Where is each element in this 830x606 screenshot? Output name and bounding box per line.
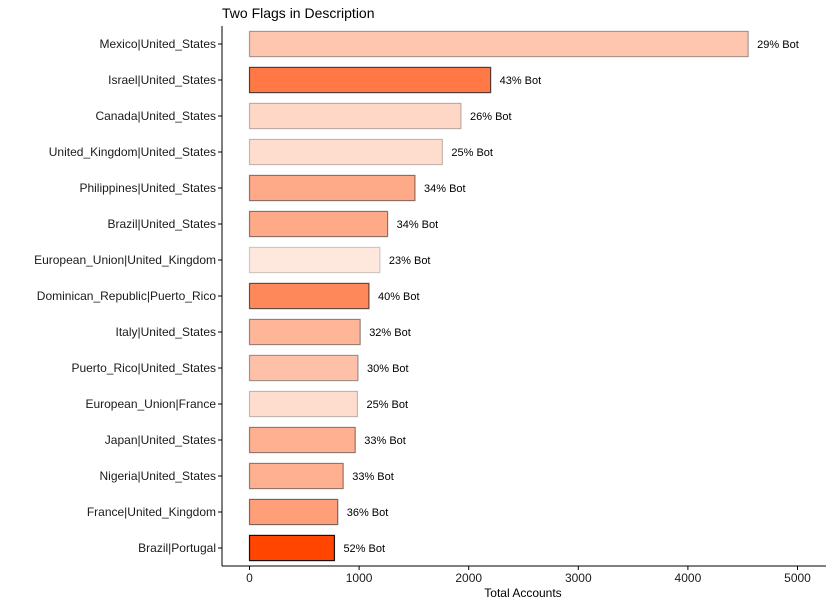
bar-data-label: 40% Bot (378, 291, 420, 303)
category-label: United_Kingdom|United_States (49, 145, 216, 159)
category-label: Canada|United_States (95, 109, 216, 123)
bar (248, 174, 416, 202)
bars-group: 29% Bot 43% Bot 26% Bot 25% Bot 34% Bot 34% B… (248, 30, 799, 562)
bar (248, 66, 492, 94)
bar-data-label: 36% Bot (347, 507, 389, 519)
category-label: Israel|United_States (108, 73, 216, 87)
x-axis-title: Total Accounts (484, 586, 561, 600)
category-label: Brazil|United_States (107, 217, 216, 231)
bar-data-label: 43% Bot (500, 75, 542, 87)
x-tick-label: 1000 (346, 571, 373, 585)
bar-data-label: 26% Bot (470, 111, 512, 123)
bar (248, 426, 356, 454)
bar-data-label: 25% Bot (451, 147, 493, 159)
bar (248, 498, 339, 526)
bar-data-label: 33% Bot (364, 435, 406, 447)
bar-data-label: 32% Bot (369, 327, 411, 339)
bar-data-label: 29% Bot (757, 39, 799, 51)
category-label: France|United_Kingdom (87, 505, 216, 519)
bar (248, 462, 344, 490)
category-label: Japan|United_States (105, 433, 216, 447)
bar-data-label: 33% Bot (352, 471, 394, 483)
x-tick-label: 0 (246, 571, 253, 585)
category-label: Philippines|United_States (79, 181, 216, 195)
bar-data-label: 23% Bot (389, 255, 431, 267)
bar (248, 30, 749, 58)
bar-data-label: 52% Bot (343, 543, 385, 555)
bar (248, 390, 359, 418)
bar (248, 282, 370, 310)
category-label: European_Union|United_Kingdom (34, 253, 216, 267)
category-label: Nigeria|United_States (99, 469, 216, 483)
category-label: Brazil|Portugal (138, 541, 216, 555)
bar (248, 246, 381, 274)
x-axis: 0 1000 2000 3000 4000 5000 (222, 565, 826, 585)
x-tick-label: 2000 (455, 571, 482, 585)
bar-data-label: 34% Bot (424, 183, 466, 195)
bar-data-label: 34% Bot (397, 219, 439, 231)
bar (248, 354, 359, 382)
category-label: Puerto_Rico|United_States (71, 361, 216, 375)
category-label: Dominican_Republic|Puerto_Rico (37, 289, 217, 303)
bar (248, 138, 443, 166)
bar (248, 102, 462, 130)
x-tick-label: 3000 (565, 571, 592, 585)
x-tick-label: 5000 (784, 571, 811, 585)
chart-title: Two Flags in Description (222, 5, 375, 21)
x-tick-label: 4000 (675, 571, 702, 585)
bar-data-label: 25% Bot (366, 399, 408, 411)
category-label: Mexico|United_States (99, 37, 216, 51)
bar (248, 318, 361, 346)
category-label: Italy|United_States (115, 325, 216, 339)
bar (248, 534, 336, 562)
bar (248, 210, 389, 238)
category-labels: Mexico|United_States Israel|United_States… (34, 37, 222, 555)
category-label: European_Union|France (85, 397, 216, 411)
bar-data-label: 30% Bot (367, 363, 409, 375)
